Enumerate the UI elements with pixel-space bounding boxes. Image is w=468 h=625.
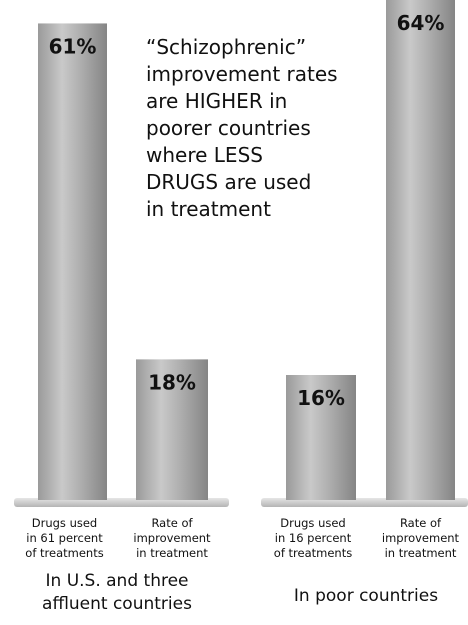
annotation-line-5: where LESS [146, 143, 263, 167]
annotation: “Schizophrenic” improvement rates are HIGH… [146, 35, 338, 221]
bar-g2-1 [286, 375, 356, 500]
category-label-g2-2-3: in treatment [385, 546, 457, 560]
bar-g1-2 [136, 359, 208, 500]
category-label-g1-2-1: Rate of [151, 516, 193, 530]
category-label-g1-2-3: in treatment [136, 546, 208, 560]
category-label-g1-1-2: in 61 percent [26, 531, 103, 545]
value-label-g1-1: 61% [49, 34, 97, 58]
annotation-line-3: are HIGHER in [146, 89, 287, 113]
annotation-line-6: DRUGS are used [146, 170, 311, 194]
baseline-1 [14, 498, 229, 507]
bar-g2-2 [386, 0, 455, 500]
annotation-line-7: in treatment [146, 197, 271, 221]
value-label-g2-2: 64% [397, 11, 445, 35]
chart-baselines [14, 498, 468, 507]
bars [38, 0, 455, 500]
category-label-g1-1-1: Drugs used [32, 516, 97, 530]
category-label-g2-1-3: of treatments [274, 546, 352, 560]
category-label-g1-1-3: of treatments [25, 546, 103, 560]
group-label-2-1: In poor countries [294, 586, 438, 606]
category-label-g2-1-2: in 16 percent [275, 531, 352, 545]
group-label-1-2: affluent countries [42, 594, 192, 614]
category-label-g2-2-2: improvement [382, 531, 460, 545]
group-label-1-1: In U.S. and three [46, 571, 189, 591]
annotation-line-1: “Schizophrenic” [146, 35, 306, 59]
bar-g1-1 [38, 23, 107, 500]
annotation-line-4: poorer countries [146, 116, 311, 140]
value-label-g2-1: 16% [297, 386, 345, 410]
annotation-line-2: improvement rates [146, 62, 338, 86]
category-label-g2-1-1: Drugs used [280, 516, 345, 530]
baseline-2 [261, 498, 468, 507]
category-label-g2-2-1: Rate of [400, 516, 442, 530]
value-label-g1-2: 18% [148, 370, 196, 394]
category-label-g1-2-2: improvement [133, 531, 211, 545]
